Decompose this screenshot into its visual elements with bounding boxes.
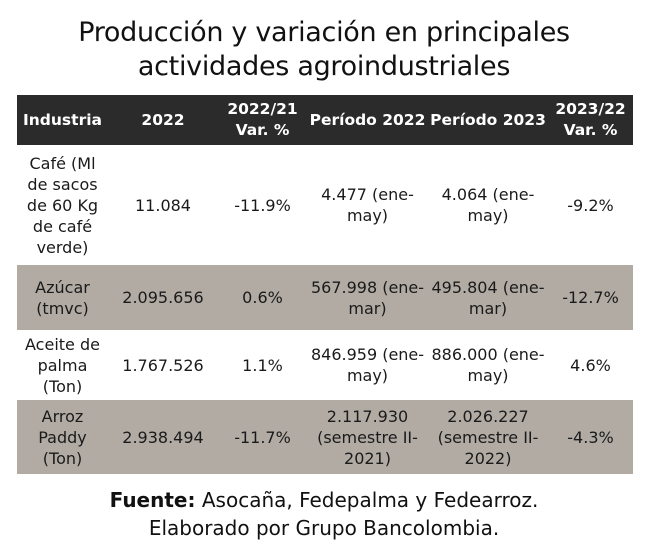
cell-industria: Azúcar (tmvc) [35,277,90,318]
table-row: Arroz Paddy (Ton) 2.938.494 -11.7% 2.117… [17,400,633,474]
header-periodo-2022: Período 2022 [309,110,426,129]
source-label: Fuente: [109,488,196,512]
source-line: Fuente: Asocaña, Fedepalma y Fedearroz. [0,486,648,514]
table-body: Café (Ml de sacos de 60 Kg de café verde… [17,145,633,474]
cell-industria: Arroz Paddy (Ton) [38,406,87,468]
title-line-1: Producción y variación en principales [78,17,570,48]
header-industria: Industria [23,110,102,129]
header-2022: 2022 [141,110,185,129]
cell-industria: Café (Ml de sacos de 60 Kg de café verde… [26,153,99,257]
cell-var-2023-22: -9.2% [567,195,614,215]
cell-2022: 1.767.526 [122,355,204,375]
table-row: Azúcar (tmvc) 2.095.656 0.6% 567.998 (en… [17,265,633,330]
header-var-2022-21: 2022/21 Var. % [227,100,298,139]
cell-industria: Aceite de palma (Ton) [25,334,100,396]
credit-line: Elaborado por Grupo Bancolombia. [148,516,500,540]
cell-2022: 11.084 [135,195,191,215]
cell-var-2023-22: -4.3% [567,427,614,447]
cell-var-2023-22: 4.6% [570,355,611,375]
cell-periodo-2023: 495.804 (ene-mar) [431,277,545,318]
title-line-2: actividades agroindustriales [137,51,511,82]
cell-2022: 2.938.494 [122,427,204,447]
cell-2022: 2.095.656 [122,288,204,307]
table-row: Café (Ml de sacos de 60 Kg de café verde… [17,145,633,265]
cell-var-2022-21: 1.1% [242,355,283,375]
cell-periodo-2023: 2.026.227 (semestre II-2022) [437,406,539,468]
cell-periodo-2022: 846.959 (ene-may) [310,345,425,385]
source-text: Asocaña, Fedepalma y Fedearroz. [195,488,539,512]
cell-periodo-2023: 886.000 (ene-may) [431,345,545,385]
page-title: Producción y variación en principales ac… [0,16,648,84]
source-note: Fuente: Asocaña, Fedepalma y Fedearroz. … [0,486,648,542]
production-table: Industria 2022 2022/21 Var. % Período 20… [17,95,633,474]
cell-periodo-2023: 4.064 (ene-may) [441,185,535,225]
cell-var-2022-21: -11.7% [234,427,291,447]
cell-periodo-2022: 2.117.930 (semestre II-2021) [317,406,418,468]
header-row: Industria 2022 2022/21 Var. % Período 20… [17,95,633,145]
cell-var-2023-22: -12.7% [562,288,619,307]
table-header: Industria 2022 2022/21 Var. % Período 20… [17,95,633,145]
header-periodo-2023: Período 2023 [430,110,546,129]
cell-var-2022-21: -11.9% [234,195,291,215]
table-row: Aceite de palma (Ton) 1.767.526 1.1% 846… [17,330,633,400]
cell-var-2022-21: 0.6% [242,288,283,307]
cell-periodo-2022: 4.477 (ene-may) [321,185,414,225]
cell-periodo-2022: 567.998 (ene-mar) [310,277,425,318]
header-var-2023-22: 2023/22 Var. % [555,100,626,139]
